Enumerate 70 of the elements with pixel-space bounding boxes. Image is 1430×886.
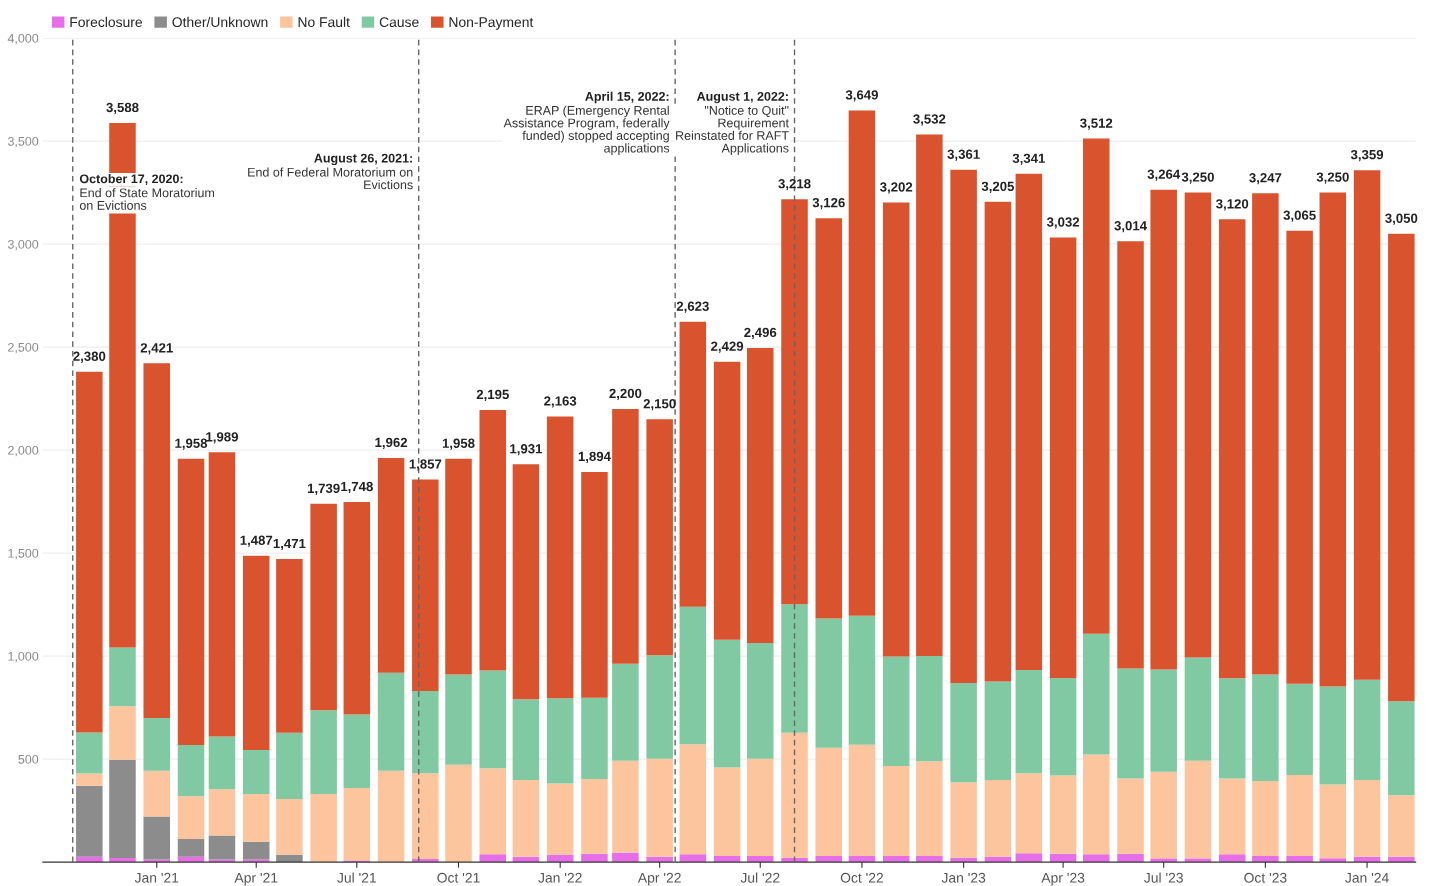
- x-tick-label: Apr '23: [1041, 872, 1085, 886]
- y-tick-label: 2,500: [8, 342, 39, 354]
- total-label: 2,496: [744, 327, 777, 339]
- total-label: 1,487: [240, 535, 273, 547]
- x-tick-label: Oct '21: [437, 872, 480, 883]
- total-label: 3,032: [1046, 217, 1080, 229]
- x-tick-label: Jan '24: [1345, 872, 1389, 883]
- total-label: 2,429: [711, 341, 744, 353]
- total-label: 3,588: [106, 102, 139, 115]
- y-tick-label: 1,500: [8, 548, 39, 560]
- total-label: 2,195: [476, 389, 509, 401]
- total-label: 3,649: [845, 90, 878, 102]
- legend-label: Other/Unknown: [172, 16, 268, 28]
- total-label: 3,014: [1114, 221, 1147, 233]
- ref-line-label: August 26, 2021: End of Federal Moratorium on Evictions: [248, 153, 413, 190]
- total-label: 1,894: [578, 451, 611, 463]
- total-label: 3,359: [1350, 149, 1384, 162]
- total-label: 3,050: [1385, 213, 1418, 225]
- y-tick-label: 1,000: [8, 651, 39, 663]
- total-label: 3,247: [1249, 173, 1282, 185]
- ref-line-label: April 15, 2022: ERAP (Emergency Rental Assistance Program, federally funded) stopped accepting applications: [503, 91, 670, 155]
- x-tick-label: Jul '23: [1144, 872, 1183, 883]
- total-label: 1,471: [273, 539, 306, 551]
- total-label: 1,739: [307, 483, 340, 495]
- total-label: 3,250: [1316, 172, 1349, 184]
- total-label: 1,748: [341, 481, 373, 494]
- total-label: 2,200: [609, 388, 642, 400]
- total-label: 3,250: [1181, 172, 1214, 184]
- legend-label: Cause: [379, 17, 419, 28]
- total-label: 1,931: [510, 444, 543, 456]
- total-label: 3,532: [913, 114, 946, 126]
- total-label: 2,623: [676, 301, 709, 313]
- total-label: 3,205: [981, 181, 1015, 193]
- y-tick-label: 3,000: [7, 239, 39, 251]
- legend-label: Non-Payment: [449, 17, 534, 30]
- total-label: 3,361: [947, 149, 980, 161]
- x-tick-label: Apr '21: [234, 872, 278, 886]
- total-label: 1,958: [175, 438, 208, 450]
- total-label: 2,150: [643, 399, 676, 411]
- y-tick-label: 500: [18, 754, 39, 764]
- total-label: 3,264: [1147, 169, 1181, 181]
- x-tick-label: Jan '22: [538, 872, 582, 883]
- total-label: 3,126: [812, 197, 845, 210]
- total-label: 3,202: [880, 182, 913, 194]
- x-tick-label: Oct '23: [1244, 872, 1287, 883]
- total-label: 3,341: [1012, 153, 1045, 165]
- total-label: 2,163: [544, 396, 577, 408]
- total-label: 1,962: [375, 437, 408, 449]
- legend-label: No Fault: [298, 16, 350, 28]
- x-tick-label: Jul '22: [740, 872, 780, 883]
- total-label: 2,380: [73, 351, 106, 363]
- x-tick-label: Apr '22: [637, 872, 681, 886]
- total-label: 1,989: [206, 432, 238, 444]
- y-tick-label: 3,500: [7, 136, 39, 148]
- x-tick-label: Jan '23: [941, 872, 986, 883]
- y-tick-label: 4,000: [7, 33, 39, 45]
- y-tick-label: 2,000: [8, 445, 39, 457]
- total-label: 3,065: [1283, 210, 1316, 222]
- x-tick-label: Jan '21: [134, 872, 179, 883]
- total-label: 1,857: [409, 459, 442, 471]
- total-label: 1,958: [442, 438, 475, 450]
- total-label: 2,421: [140, 343, 173, 355]
- legend-label: Foreclosure: [70, 16, 142, 28]
- total-label: 3,218: [778, 179, 811, 191]
- x-tick-label: Oct '22: [840, 872, 884, 883]
- total-label: 3,120: [1216, 199, 1249, 211]
- x-tick-label: Jul '21: [337, 872, 376, 883]
- ref-line-label: October 17, 2020: End of State Moratorium on Evictions: [79, 174, 215, 210]
- total-label: 3,512: [1080, 118, 1113, 130]
- ref-line-label: August 1, 2022: "Notice to Quit" Requirement Reinstated for RAFT Applications: [676, 91, 789, 155]
